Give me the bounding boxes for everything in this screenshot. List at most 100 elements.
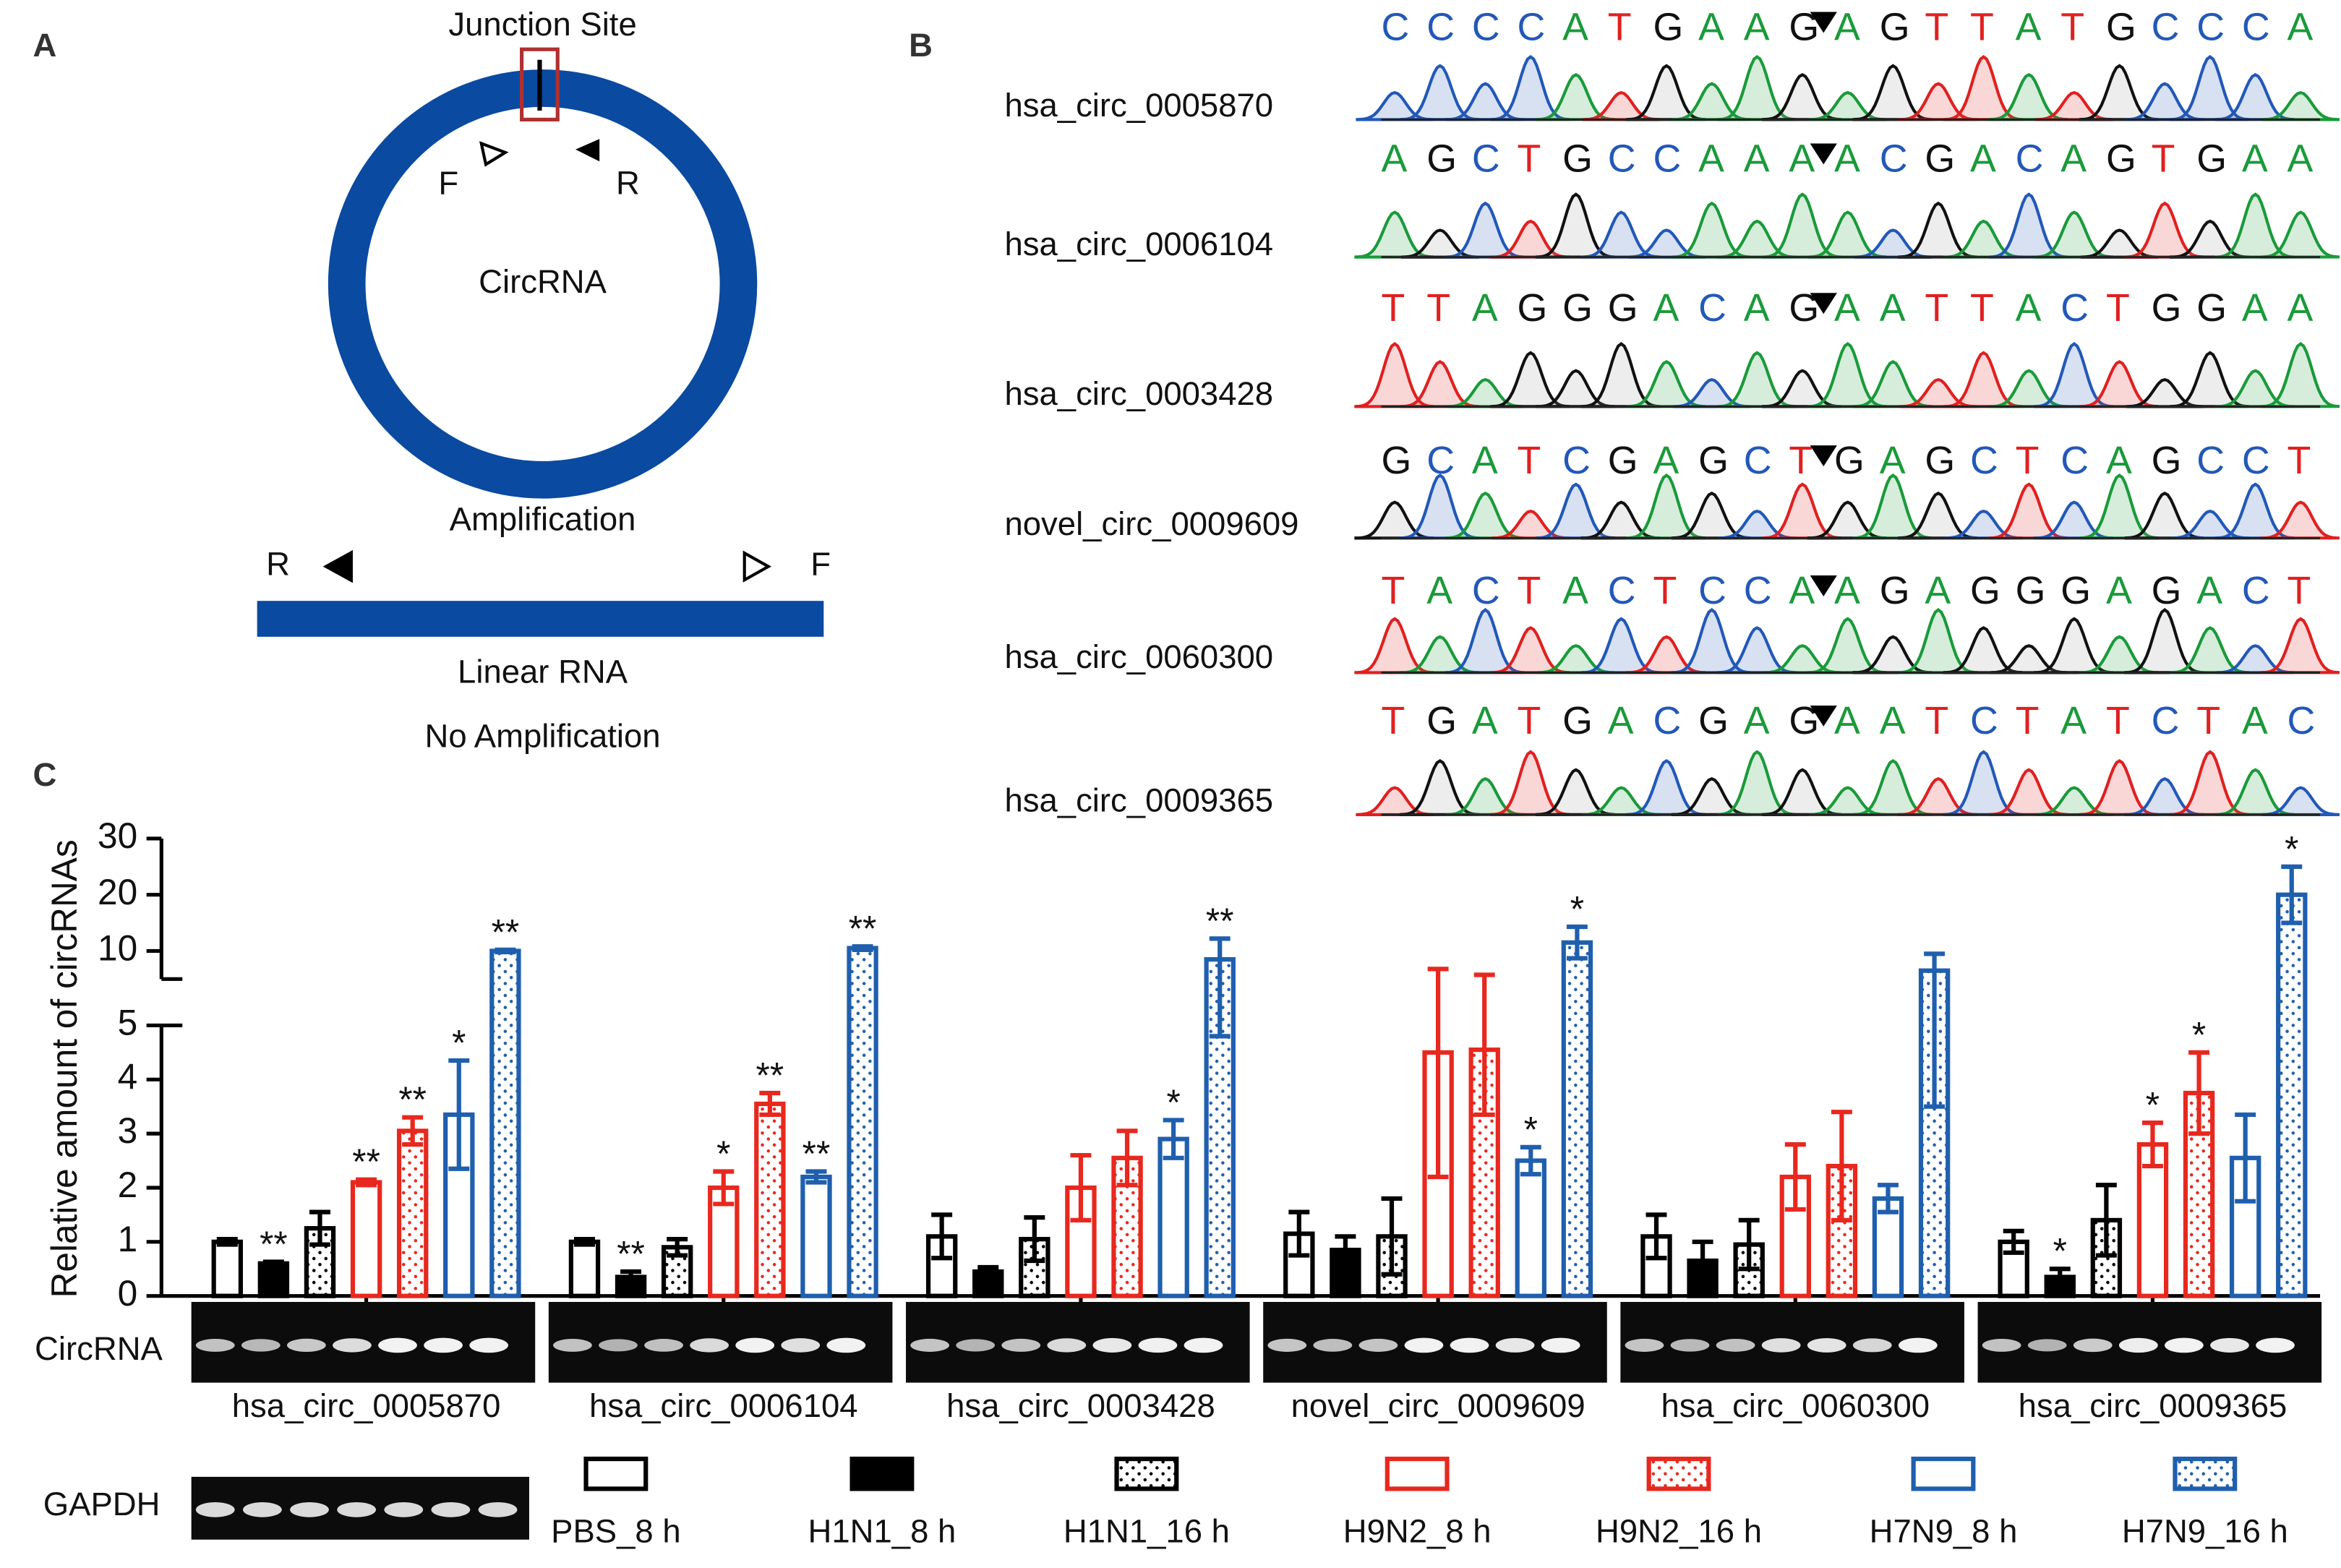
- y-tick-label: 5: [118, 1003, 138, 1043]
- gel-band: [1047, 1338, 1087, 1353]
- error-bar: [356, 1177, 377, 1188]
- chromatogram-peak: [1988, 192, 2068, 259]
- bar: [754, 1101, 786, 1298]
- error-bar: [1381, 1196, 1403, 1277]
- gel-band: [1898, 1337, 1938, 1353]
- chromatogram-peak: [2260, 341, 2340, 408]
- primer-label: F: [438, 164, 458, 201]
- primer-label: R: [266, 546, 290, 583]
- chromatogram-peak: [1490, 219, 1570, 259]
- gel-band: [195, 1338, 235, 1352]
- error-bar: [1116, 1128, 1138, 1188]
- chromatogram-peak: [1490, 351, 1570, 408]
- gel-band: [243, 1502, 282, 1517]
- error-bar: [1024, 1215, 1045, 1264]
- significance: **: [1206, 901, 1234, 941]
- result-label: Amplification: [450, 501, 636, 538]
- chromatogram-peak: [2214, 482, 2295, 540]
- chromatogram-peak: [2260, 500, 2340, 540]
- primer-label: F: [810, 546, 831, 583]
- error-bar: [2095, 1183, 2117, 1258]
- gel-band: [1761, 1338, 1801, 1353]
- panel-a: A Junction Site F R CircRNA Amplificatio…: [33, 6, 831, 754]
- chromatogram-peak: [1716, 54, 1797, 121]
- bar: [350, 1180, 382, 1298]
- chromatogram-peak: [2079, 360, 2159, 408]
- gel-band: [1541, 1337, 1580, 1353]
- chromatogram-peak: [1807, 617, 1887, 674]
- gel-band: [1404, 1337, 1444, 1353]
- legend-swatch: [2173, 1456, 2238, 1491]
- junction-marker: [1810, 445, 1837, 467]
- significance: *: [1166, 1082, 1180, 1123]
- chromatogram-peak: [1852, 360, 1933, 408]
- chromatogram-peak: [1671, 491, 1751, 540]
- chromatogram-peak: [1807, 341, 1887, 408]
- gel-band: [431, 1502, 471, 1517]
- junction-marker: [1810, 12, 1837, 33]
- legend-swatch: [583, 1456, 649, 1491]
- significance: **: [849, 909, 877, 949]
- legend-label: H1N1_8 h: [808, 1512, 956, 1549]
- panel-label: A: [33, 27, 56, 64]
- chromatogram-peak: [1852, 64, 1933, 121]
- chromatogram-peak: [2079, 64, 2159, 121]
- chromatogram-peak: [1943, 351, 2023, 408]
- chromatogram-peak: [2214, 73, 2295, 121]
- chromatogram-peak: [1762, 73, 1841, 121]
- chromatogram-peak: [1716, 750, 1797, 816]
- chromatogram-peak: [1898, 776, 1977, 816]
- chromatogram-peak: [1399, 758, 1479, 816]
- error-bar: [1288, 1209, 1310, 1258]
- error-bar: [977, 1264, 999, 1279]
- chromatogram-peak: [2079, 473, 2159, 540]
- junction-marker: [1810, 293, 1837, 314]
- chromatogram-peak: [1671, 82, 1751, 121]
- category-label: hsa_circ_0060300: [1661, 1387, 1930, 1424]
- legend-swatch: [849, 1456, 915, 1491]
- gel-band: [478, 1502, 518, 1517]
- significance: **: [398, 1079, 427, 1120]
- chromatogram-peak: [1626, 64, 1706, 121]
- chromatogram-peak: [2124, 82, 2204, 121]
- chromatogram-peak: [1535, 768, 1615, 816]
- significance: *: [2285, 828, 2298, 869]
- chromatogram-peak: [2124, 608, 2204, 674]
- sample-name: hsa_circ_0060300: [1004, 638, 1273, 675]
- chromatogram-peak: [1852, 473, 1933, 540]
- junction-marker: [1810, 575, 1837, 597]
- error-bar: [1520, 1144, 1541, 1177]
- error-bar: [1209, 936, 1231, 1039]
- circ-label: CircRNA: [479, 263, 607, 300]
- significance: **: [260, 1224, 288, 1264]
- error-bar: [1473, 972, 1495, 1118]
- chromatogram-peak: [1626, 758, 1706, 816]
- chromatogram-peak: [1852, 635, 1933, 674]
- significance: **: [803, 1134, 831, 1174]
- gel-band: [956, 1339, 996, 1352]
- error-bar: [2049, 1267, 2071, 1288]
- y-tick-label: 3: [118, 1110, 138, 1151]
- bar: [443, 1112, 475, 1298]
- chromatogram-peak: [1671, 608, 1751, 674]
- y-tick-label: 10: [98, 928, 137, 969]
- chromatogram-peak: [1535, 192, 1615, 259]
- chromatogram-peak: [2170, 626, 2249, 674]
- chromatogram-peak: [1354, 210, 1434, 259]
- legend-swatch: [1385, 1456, 1450, 1491]
- gel-band: [2256, 1337, 2295, 1353]
- error-bar: [1335, 1234, 1356, 1266]
- legend-swatch: [1646, 1456, 1711, 1491]
- y-tick-label: 30: [98, 815, 137, 856]
- gel-band: [1625, 1338, 1664, 1352]
- gel-band: [1807, 1337, 1846, 1353]
- chromatogram-peak: [1898, 491, 1977, 540]
- bar: [800, 1174, 832, 1298]
- gel-band: [241, 1339, 281, 1352]
- linear-label: Linear RNA: [458, 654, 628, 690]
- significance: *: [2053, 1231, 2067, 1272]
